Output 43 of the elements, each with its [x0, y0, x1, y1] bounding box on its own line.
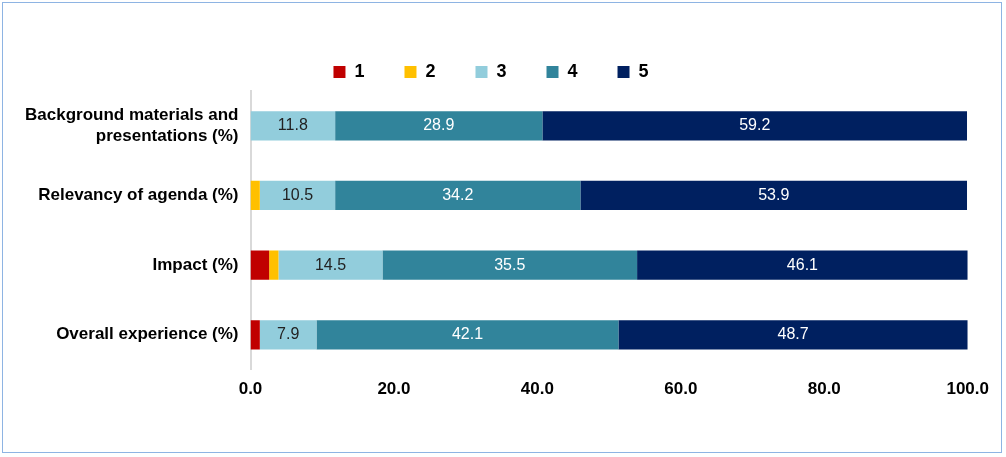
- bar: [250, 250, 270, 280]
- bar: [316, 320, 619, 350]
- x-tick-label: 100.0: [946, 379, 989, 399]
- data-label: 34.2: [442, 185, 474, 203]
- y-tick-label: Background materials and presentations (%): [24, 105, 239, 145]
- y-tick-label: Relevancy of agenda (%): [38, 185, 239, 205]
- bar: [269, 250, 279, 280]
- legend-label: 3: [496, 60, 507, 81]
- data-label: 28.9: [423, 116, 455, 134]
- bar: [278, 250, 383, 280]
- legend-label: 5: [638, 60, 649, 81]
- bar: [250, 320, 260, 350]
- data-label: 46.1: [786, 255, 819, 273]
- bar: [618, 320, 968, 350]
- bar: [335, 111, 543, 141]
- bar: [250, 180, 260, 211]
- data-label: 35.5: [494, 255, 526, 273]
- data-label: 53.9: [758, 185, 790, 203]
- bar: [637, 250, 968, 280]
- bar: [259, 320, 317, 350]
- bar: [382, 250, 638, 280]
- legend-label: 2: [425, 60, 436, 81]
- data-label: 11.8: [277, 116, 308, 134]
- x-tick-label: 20.0: [377, 379, 411, 399]
- x-tick-label: 80.0: [807, 379, 841, 399]
- bar: [335, 180, 581, 211]
- data-label: 7.9: [277, 325, 300, 343]
- bar: [542, 111, 968, 141]
- bar: [259, 180, 336, 211]
- x-tick-label: 60.0: [664, 379, 698, 399]
- bar: [250, 111, 336, 141]
- x-tick-label: 40.0: [520, 379, 554, 399]
- y-tick-label: Impact (%): [152, 254, 239, 274]
- x-tick-label: 0.0: [238, 379, 263, 399]
- data-label: 42.1: [451, 325, 484, 343]
- data-label: 59.2: [739, 116, 771, 134]
- y-tick-label: Overall experience (%): [56, 324, 239, 344]
- legend-label: 4: [567, 60, 578, 81]
- data-label: 48.7: [777, 325, 809, 343]
- data-label: 14.5: [314, 255, 347, 273]
- bar: [580, 180, 968, 211]
- data-label: 10.5: [281, 185, 314, 203]
- legend-label: 1: [354, 60, 365, 81]
